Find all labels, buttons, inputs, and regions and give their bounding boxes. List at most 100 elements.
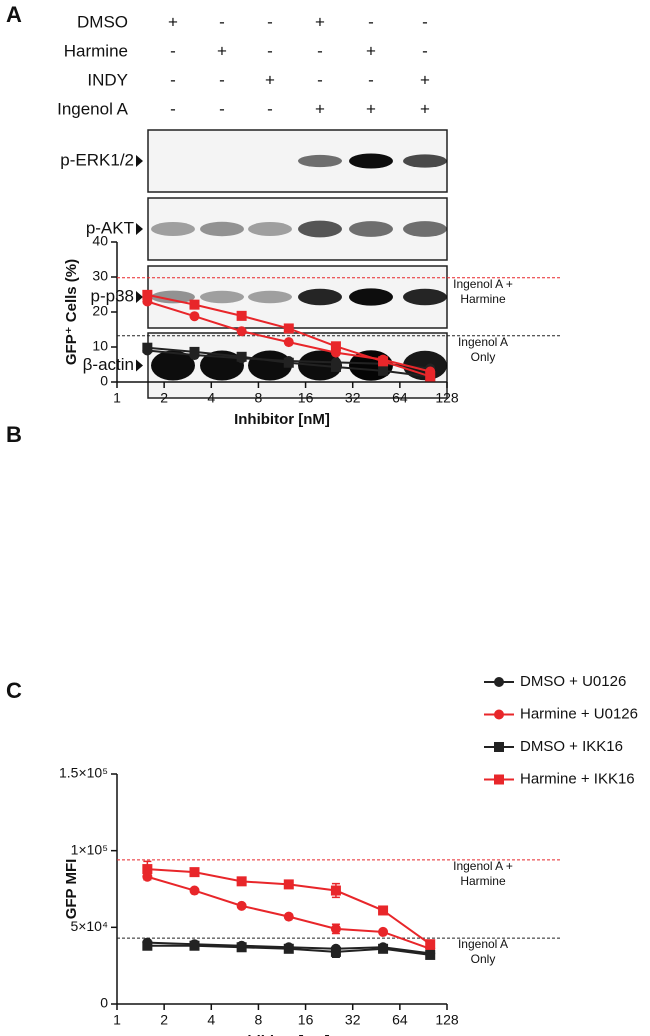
- y-tick-label: 0: [100, 373, 108, 389]
- band-arrow: [136, 155, 143, 167]
- data-point: [142, 289, 153, 300]
- x-tick-label: 4: [207, 1012, 215, 1028]
- data-point: [236, 900, 247, 911]
- condition-mark: -: [422, 41, 428, 60]
- condition-label: Harmine: [64, 41, 128, 60]
- panel-label: C: [6, 678, 22, 703]
- band-label: β-actin: [83, 355, 134, 374]
- data-point: [189, 867, 200, 878]
- blot-band: [298, 220, 342, 238]
- data-point: [378, 943, 389, 954]
- condition-mark: -: [170, 41, 176, 60]
- y-tick-label: 0: [100, 995, 108, 1011]
- data-point: [330, 885, 341, 896]
- data-point: [283, 943, 294, 954]
- condition-mark: -: [368, 12, 374, 31]
- y-tick-label: 1×10⁵: [71, 841, 108, 857]
- blot-band: [403, 288, 447, 306]
- data-point: [425, 939, 436, 950]
- data-point: [236, 310, 247, 321]
- data-point: [378, 356, 389, 367]
- blot-band: [248, 290, 292, 304]
- blot-band: [403, 154, 447, 168]
- condition-mark: +: [315, 99, 325, 118]
- band-label: p-ERK1/2: [60, 150, 134, 169]
- x-tick-label: 16: [298, 390, 314, 406]
- x-tick-label: 1: [113, 390, 121, 406]
- condition-label: INDY: [87, 70, 128, 89]
- legend-label: Harmine + IKK16: [520, 770, 635, 787]
- data-point: [189, 311, 200, 322]
- condition-mark: -: [219, 12, 225, 31]
- data-point: [425, 949, 436, 960]
- data-point: [142, 940, 153, 951]
- condition-mark: -: [317, 41, 323, 60]
- band-label: p-p38: [91, 286, 134, 305]
- reference-label: Ingenol A +: [453, 859, 513, 873]
- panel-label: B: [6, 422, 22, 447]
- condition-label: Ingenol A: [57, 99, 129, 118]
- data-point: [189, 346, 200, 357]
- data-point: [378, 365, 389, 376]
- x-tick-label: 64: [392, 390, 408, 406]
- blot-band: [403, 350, 447, 381]
- y-tick-label: 30: [92, 268, 108, 284]
- data-point: [236, 326, 247, 337]
- data-point: [142, 864, 153, 875]
- x-tick-label: 8: [255, 1012, 263, 1028]
- x-axis-label: Inhibitor [nM]: [234, 411, 330, 428]
- blot-panel: [147, 129, 448, 193]
- blot-panel: [147, 197, 448, 261]
- condition-mark: -: [422, 12, 428, 31]
- condition-label: DMSO: [77, 12, 128, 31]
- condition-mark: -: [170, 70, 176, 89]
- legend-marker: [494, 677, 504, 687]
- blot-band: [248, 222, 292, 236]
- condition-mark: -: [267, 99, 273, 118]
- x-tick-label: 2: [160, 1012, 168, 1028]
- condition-mark: +: [168, 12, 178, 31]
- blot-band: [248, 350, 292, 381]
- condition-mark: +: [217, 41, 227, 60]
- x-tick-label: 2: [160, 390, 168, 406]
- y-axis-label: GFP MFI: [63, 859, 80, 920]
- y-tick-label: 10: [92, 338, 108, 354]
- reference-label: Only: [471, 952, 496, 966]
- data-point: [236, 351, 247, 362]
- y-tick-label: 40: [92, 233, 108, 249]
- data-point: [330, 361, 341, 372]
- reference-label: Ingenol A: [458, 937, 508, 951]
- y-axis-label: GFP⁺ Cells (%): [63, 259, 80, 365]
- data-point: [425, 371, 436, 382]
- blot-band: [298, 288, 342, 306]
- data-point: [283, 911, 294, 922]
- x-tick-label: 1: [113, 1012, 121, 1028]
- x-tick-label: 16: [298, 1012, 314, 1028]
- data-point: [236, 876, 247, 887]
- blot-band: [151, 222, 195, 236]
- reference-label: Ingenol A: [458, 335, 508, 349]
- blot-band: [298, 154, 342, 168]
- condition-mark: -: [267, 41, 273, 60]
- legend-marker: [494, 742, 504, 752]
- band-arrow: [136, 223, 143, 235]
- data-point: [283, 337, 294, 348]
- data-point: [142, 342, 153, 353]
- condition-mark: +: [265, 70, 275, 89]
- condition-mark: -: [317, 70, 323, 89]
- band-arrow: [136, 291, 143, 303]
- blot-band: [349, 221, 393, 237]
- data-point: [189, 885, 200, 896]
- condition-mark: +: [315, 12, 325, 31]
- blot-band: [349, 153, 393, 169]
- panel-label: A: [6, 2, 22, 27]
- blot-band: [403, 221, 447, 237]
- condition-mark: +: [366, 99, 376, 118]
- x-tick-label: 128: [435, 390, 459, 406]
- data-point: [189, 299, 200, 310]
- x-tick-label: 4: [207, 390, 215, 406]
- data-point: [330, 946, 341, 957]
- legend-label: DMSO + U0126: [520, 673, 626, 690]
- data-point: [189, 940, 200, 951]
